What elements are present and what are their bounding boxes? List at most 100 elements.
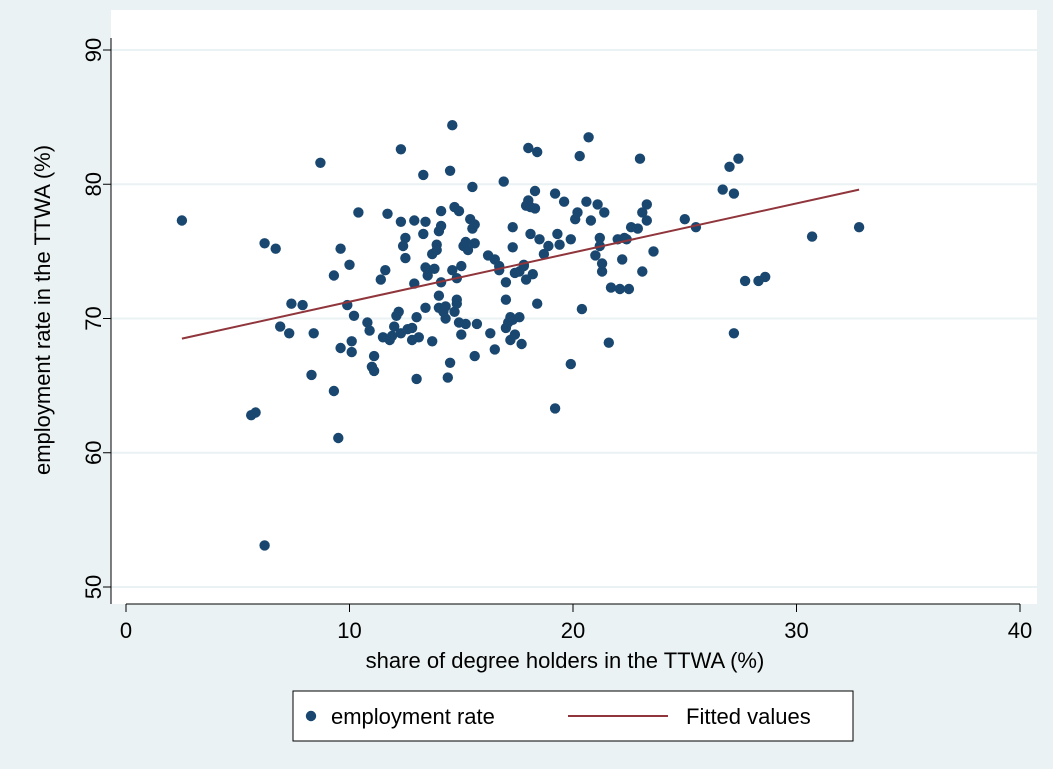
employment-rate-point [420,302,431,313]
employment-rate-point [453,205,465,217]
employment-rate-point [386,330,398,342]
employment-rate-point [471,318,483,330]
employment-rate-point [346,336,357,347]
employment-rate-point [806,231,818,242]
employment-rate-point [364,325,375,336]
employment-rate-point [449,306,460,317]
y-tick-label: 50 [81,575,106,599]
y-tick-label: 80 [81,172,106,196]
employment-rate-point [509,329,521,340]
employment-rate-point [348,310,360,321]
legend-marker-employment-rate [305,710,317,722]
employment-rate-point [585,215,597,226]
employment-rate-point [554,239,565,250]
y-tick-label: 60 [81,441,106,465]
employment-rate-point [717,184,728,195]
y-tick-label: 90 [81,38,106,62]
employment-rate-point [456,329,467,340]
employment-rate-point [507,242,518,253]
employment-rate-point [315,157,326,168]
employment-rate-point [514,312,525,323]
employment-rate-point [648,246,659,257]
employment-rate-point [565,234,576,245]
employment-rate-point [176,215,188,226]
employment-rate-point [527,269,538,280]
employment-rate-point [286,298,297,309]
employment-rate-point [435,205,447,217]
employment-rate-point [418,228,429,240]
employment-rate-point [529,203,541,214]
employment-rate-point [444,165,456,176]
employment-rate-point [498,176,509,187]
employment-rate-point [679,214,690,225]
employment-rate-point [380,265,391,276]
employment-rate-point [532,146,543,158]
employment-rate-point [634,153,646,164]
employment-rate-point [460,318,471,330]
employment-rate-point [596,266,608,277]
legend-label-employment-rate: employment rate [331,704,495,729]
employment-rate-point [525,228,536,240]
employment-rate-point [435,220,447,232]
employment-rate-point [447,265,458,276]
employment-rate-point [574,150,585,162]
employment-rate-point [418,169,429,181]
employment-rate-point [853,222,865,233]
employment-rate-point [346,346,357,358]
employment-rate-point [406,322,418,334]
employment-rate-point [413,332,424,343]
employment-rate-point [632,223,643,234]
employment-rate-point [344,259,355,270]
employment-rate-point [250,407,261,418]
employment-rate-point [641,215,652,226]
employment-rate-point [297,299,308,311]
employment-rate-point [411,373,422,385]
employment-rate-point [599,207,610,218]
employment-rate-point [397,240,409,252]
fitted-values-line-group [181,188,860,340]
employment-rate-point [485,328,496,339]
employment-rate-point [467,181,478,193]
employment-rate-point [427,336,438,347]
y-tick-label: 70 [81,306,106,330]
x-axis-ticks: 0 10 20 30 40 [120,604,1032,643]
employment-rate-point [637,207,648,218]
plot-area [111,10,1037,604]
employment-rate-point [507,222,518,233]
employment-rate-point [395,144,407,155]
employment-rate-point [462,244,474,256]
employment-rate-point [368,350,380,362]
employment-rate-point [724,161,735,172]
employment-rate-point [760,271,771,283]
employment-rate-point [328,270,340,281]
employment-rate-point [375,274,386,285]
employment-rate-point [433,290,445,301]
employment-rate-point [431,244,442,256]
employment-rate-point [605,282,617,293]
employment-rate-point [733,153,744,164]
x-tick-label: 20 [561,618,585,643]
employment-rate-point [552,228,563,240]
employment-rate-point [617,254,628,265]
employment-rate-point [641,199,652,210]
employment-rate-point [581,196,592,207]
employment-rate-point [576,303,588,315]
employment-rate-point [409,215,420,226]
employment-rate-point [444,357,456,368]
employment-rate-point [422,270,433,281]
employment-rate-point [728,328,740,339]
x-tick-label: 0 [120,618,132,643]
employment-rate-point [572,207,583,218]
employment-rate-point [549,188,561,199]
employment-rate-point [333,432,344,444]
employment-rate-point [306,369,317,381]
legend-label-fitted-values: Fitted values [686,704,811,729]
employment-rate-point [275,321,286,332]
employment-rate-point [447,120,458,131]
employment-rate-point [594,232,605,244]
employment-rate-point [523,142,534,154]
employment-rate-point [590,250,601,261]
employment-rate-point [558,196,570,207]
employment-rate-point [389,321,400,332]
